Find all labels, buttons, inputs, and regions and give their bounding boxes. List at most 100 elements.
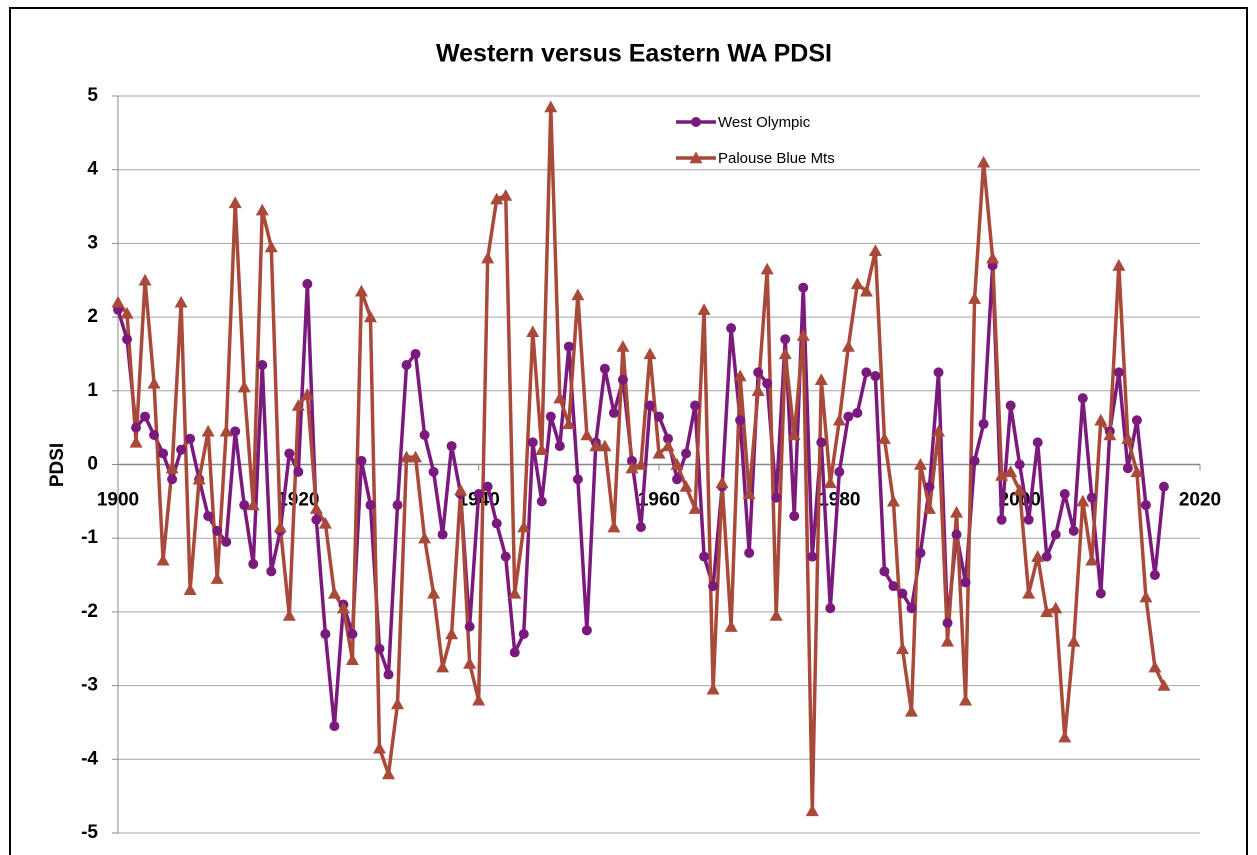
data-point: [986, 251, 1000, 264]
data-point: [635, 522, 646, 533]
data-point: [599, 363, 610, 374]
data-point: [1094, 413, 1108, 426]
data-point: [363, 310, 377, 323]
data-point: [681, 448, 692, 459]
data-point: [158, 448, 169, 459]
data-point: [744, 547, 755, 558]
data-point: [735, 415, 746, 426]
data-point: [463, 656, 477, 669]
data-point: [221, 536, 232, 547]
data-point: [715, 476, 729, 489]
data-point: [760, 262, 774, 275]
data-point: [798, 282, 809, 293]
data-point: [913, 458, 927, 470]
data-point: [446, 441, 457, 452]
data-point: [1086, 492, 1097, 503]
data-point: [383, 669, 394, 680]
data-point: [454, 483, 468, 496]
y-tick-label: -4: [81, 748, 98, 769]
chart-title: Western versus Eastern WA PDSI: [436, 40, 832, 68]
data-point: [654, 411, 664, 422]
data-point: [1077, 393, 1088, 404]
legend-label: West Olympic: [718, 114, 811, 131]
data-point: [616, 340, 630, 352]
data-point: [888, 581, 899, 592]
data-point: [473, 488, 484, 499]
data-point: [1140, 500, 1151, 511]
data-point: [868, 244, 882, 256]
data-point: [850, 277, 864, 290]
data-point: [464, 621, 475, 632]
data-point: [1058, 730, 1072, 743]
data-point: [1022, 586, 1036, 599]
data-point: [607, 520, 621, 533]
data-point: [996, 514, 1007, 525]
data-point: [942, 617, 953, 628]
data-point: [499, 188, 513, 201]
data-point: [562, 417, 576, 430]
data-point: [284, 448, 295, 459]
data-point: [1112, 259, 1126, 271]
data-point: [1149, 570, 1160, 581]
data-point: [482, 481, 493, 492]
data-point: [111, 295, 125, 308]
data-point: [185, 433, 196, 444]
data-point: [762, 378, 773, 389]
data-point: [230, 426, 241, 437]
legend-marker: [691, 117, 701, 127]
y-tick-label: 3: [87, 232, 98, 253]
data-point: [1050, 529, 1061, 540]
data-point: [264, 240, 278, 253]
data-point: [879, 566, 890, 577]
data-point: [769, 609, 783, 621]
data-point: [933, 367, 944, 378]
data-point: [751, 384, 765, 396]
data-point: [472, 693, 486, 706]
data-point: [266, 566, 277, 577]
data-point: [1122, 463, 1133, 474]
data-point: [138, 273, 152, 286]
data-point: [923, 502, 936, 514]
data-point: [356, 455, 367, 466]
data-point: [841, 340, 855, 352]
data-point: [374, 643, 385, 654]
data-point: [753, 367, 764, 378]
data-point: [1130, 465, 1144, 478]
data-point: [634, 458, 648, 470]
data-point: [309, 502, 323, 514]
data-point: [832, 413, 846, 426]
data-point: [248, 558, 259, 569]
data-point: [690, 400, 701, 411]
data-point: [192, 472, 206, 485]
data-point: [129, 435, 143, 448]
data-point: [589, 439, 603, 452]
data-point: [210, 572, 224, 584]
data-point: [787, 428, 801, 441]
data-point: [724, 620, 738, 632]
x-tick-label: 1900: [97, 490, 139, 511]
data-point: [509, 647, 520, 658]
data-point: [1076, 494, 1090, 507]
data-point: [481, 251, 495, 264]
data-point: [1013, 483, 1027, 496]
data-point: [239, 500, 250, 511]
data-point: [122, 334, 133, 345]
data-point: [778, 347, 792, 360]
data-point: [1032, 437, 1043, 448]
x-tick-label: 1920: [277, 490, 319, 511]
data-point: [347, 629, 358, 640]
data-point: [924, 481, 935, 492]
data-point: [400, 450, 414, 463]
data-point: [212, 525, 223, 536]
data-point: [382, 767, 395, 780]
data-point: [1139, 590, 1153, 603]
data-point: [500, 551, 511, 562]
data-point: [345, 653, 359, 666]
data-point: [861, 367, 872, 378]
data-point: [617, 374, 628, 385]
data-point: [410, 348, 421, 359]
data-point: [661, 439, 675, 452]
data-point: [418, 531, 432, 544]
data-point: [670, 458, 684, 470]
